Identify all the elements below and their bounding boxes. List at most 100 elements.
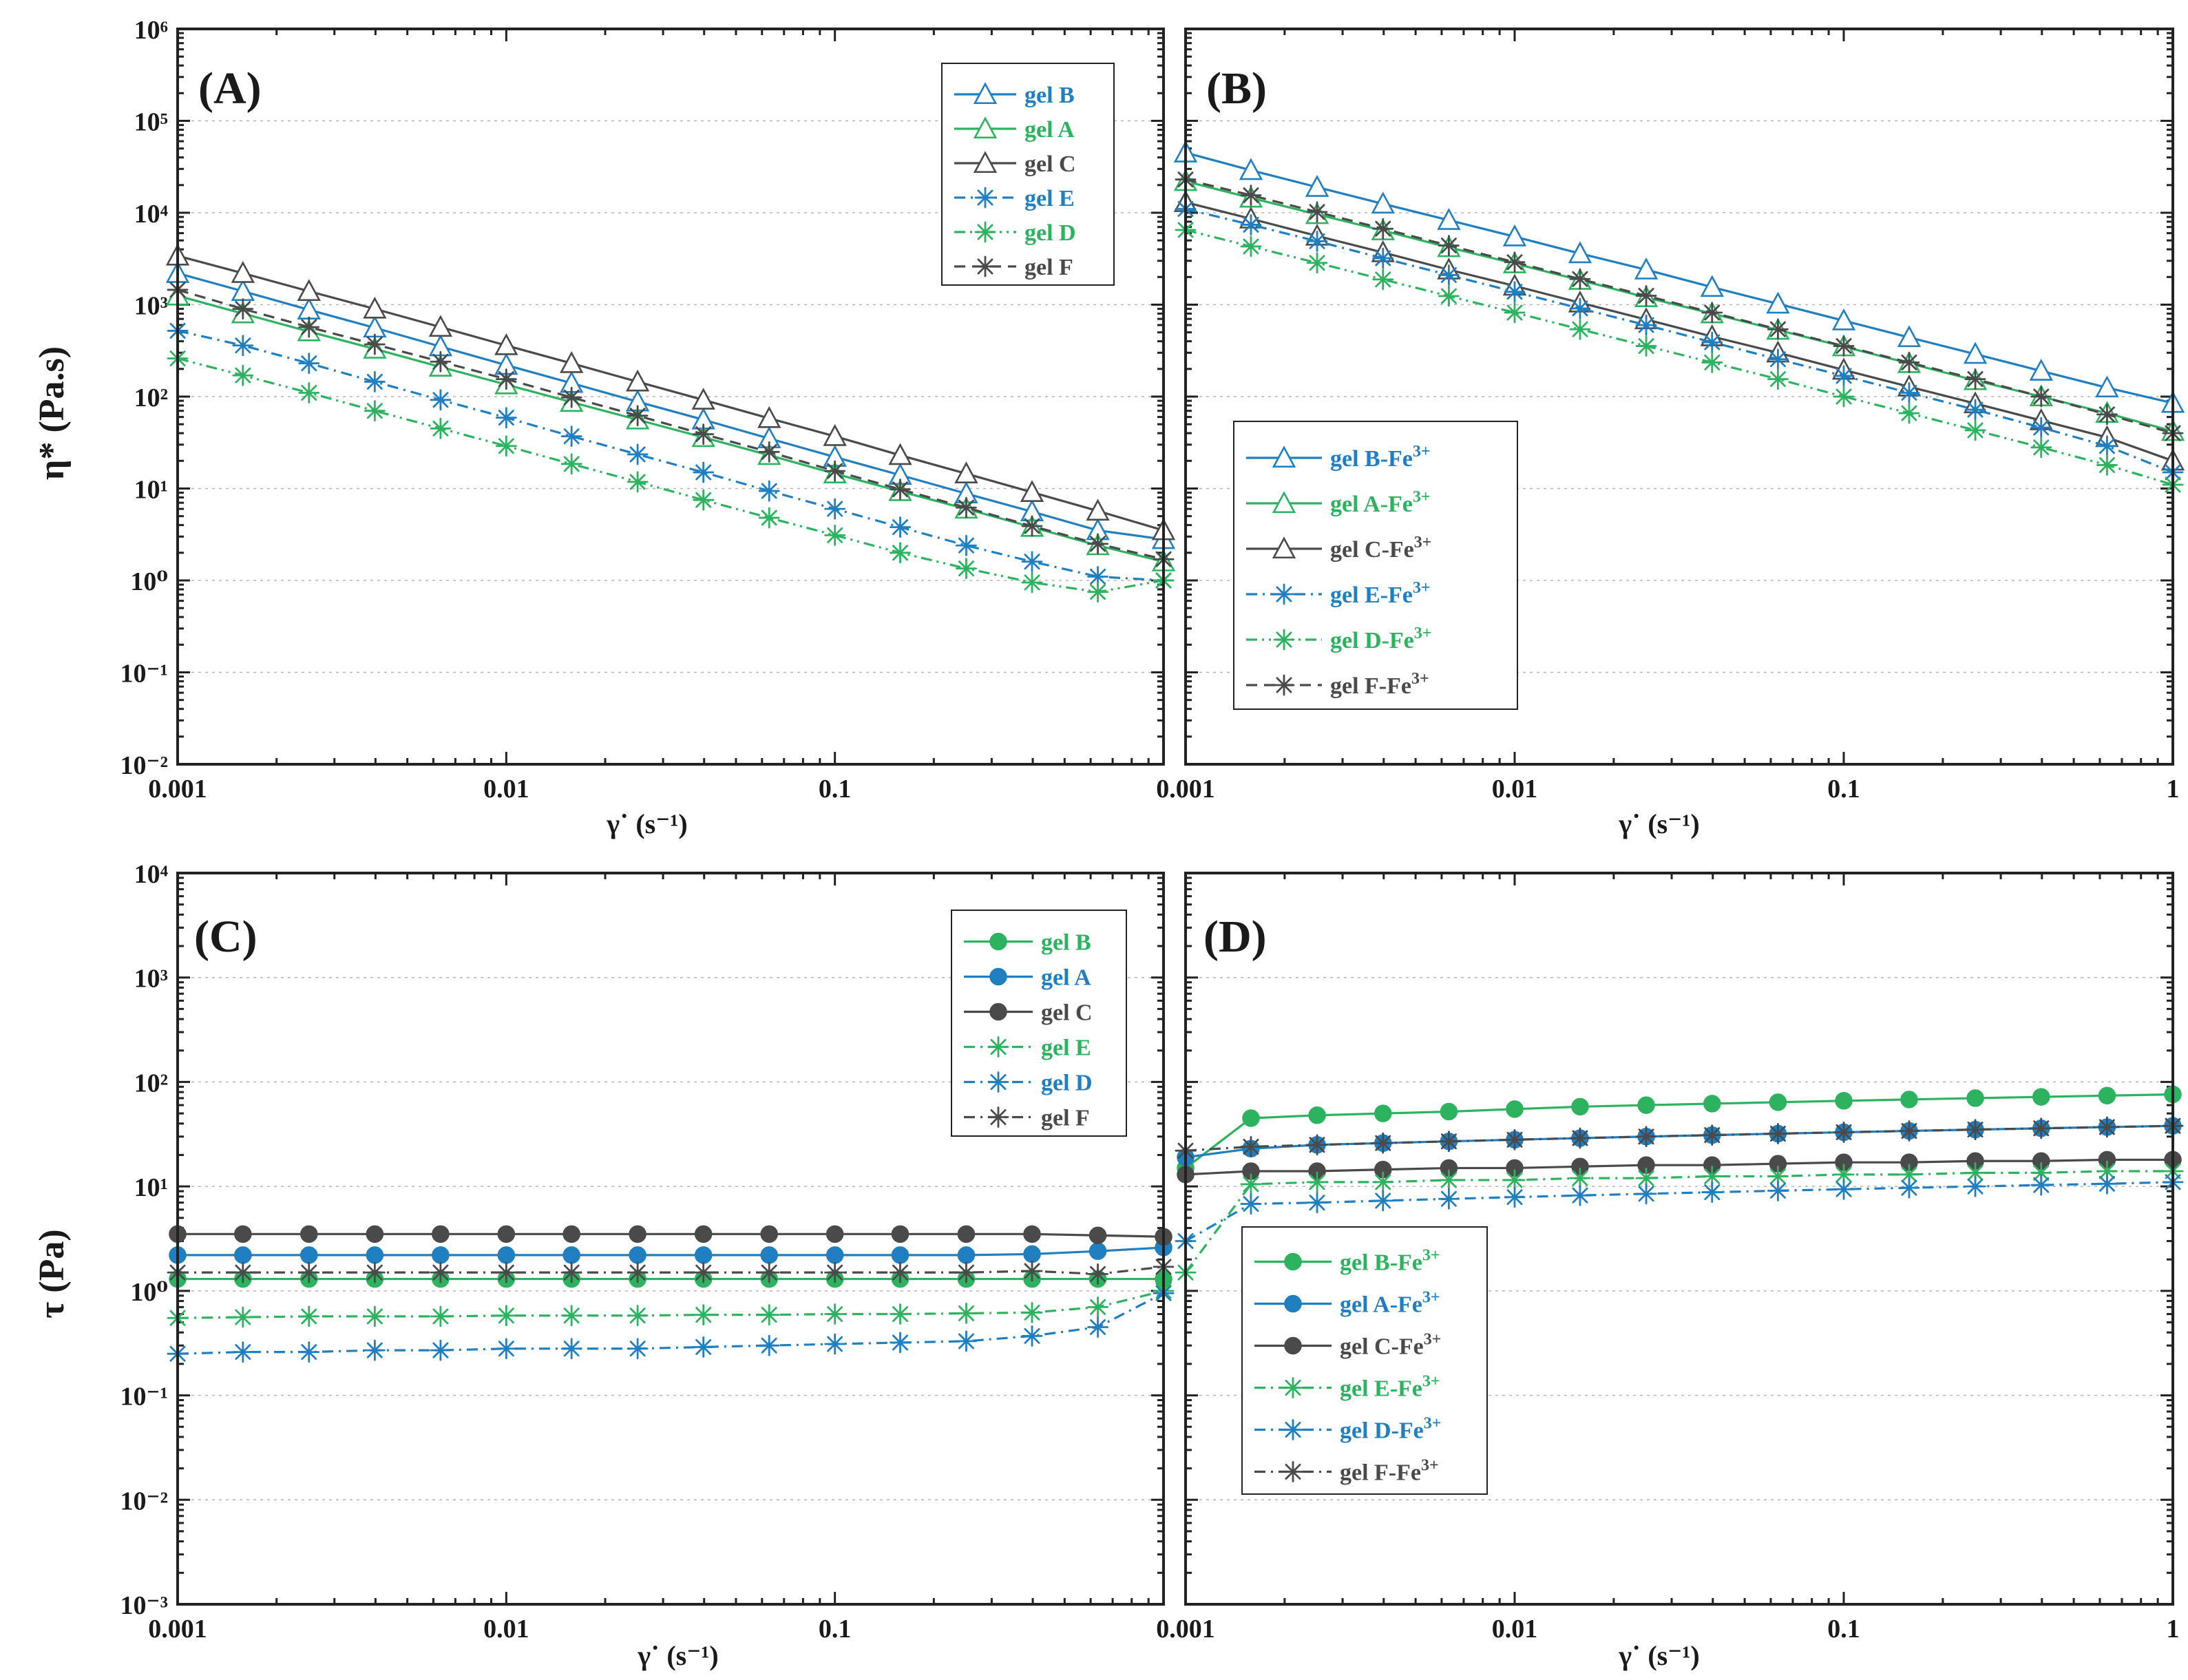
x-axis-title-b: γ˙ (s⁻¹) (1618, 808, 1699, 839)
data-point (1635, 1126, 1657, 1148)
series-gel-e (167, 320, 1175, 591)
x-tick-label: 0.01 (1492, 775, 1538, 804)
data-point (1372, 269, 1394, 291)
data-point (758, 1304, 780, 1326)
x-tick-label: 1 (2167, 775, 2180, 804)
plot-frame (176, 28, 1165, 766)
data-point (300, 1246, 318, 1264)
data-point (1308, 1106, 1326, 1124)
legend-marker (1284, 1252, 1302, 1271)
series-line (177, 288, 1164, 560)
data-point (1506, 1100, 1524, 1118)
data-point (495, 368, 517, 390)
data-point (824, 498, 846, 520)
data-point (1897, 325, 1922, 348)
data-point (2030, 386, 2052, 408)
data-point (1021, 515, 1043, 537)
data-point (1569, 268, 1591, 290)
data-point (560, 1261, 582, 1283)
data-point (1833, 365, 1855, 387)
data-point (890, 1303, 911, 1325)
x-axis-title-a: γ˙ (s⁻¹) (606, 808, 687, 839)
y-tick-label: 10⁵ (134, 108, 168, 137)
data-point (2030, 417, 2052, 439)
y-tick-label: 10¹ (134, 476, 168, 505)
data-point (1701, 1124, 1723, 1146)
legend-marker (1284, 1294, 1302, 1313)
data-point (428, 315, 453, 337)
data-point (1833, 1122, 1855, 1143)
data-point (1088, 1242, 1107, 1260)
y-tick-label: 10³ (134, 965, 168, 994)
y-tick-label: 10² (134, 384, 168, 412)
x-tick-label: 0.1 (819, 1615, 852, 1644)
series-line (1185, 1124, 2174, 1152)
legend-box (951, 910, 1127, 1137)
data-point (627, 1338, 649, 1360)
data-point (1440, 1102, 1458, 1121)
series-gel-c-fe3- (1177, 1151, 2182, 1184)
series-gel-b-fe3- (1173, 140, 2185, 413)
data-point (497, 1225, 516, 1243)
legend-marker (974, 187, 996, 209)
data-point (824, 525, 846, 546)
data-point (757, 406, 781, 428)
data-point (693, 1304, 715, 1326)
series-line (1185, 201, 2174, 462)
data-point (1240, 1136, 1262, 1157)
data-point (1635, 335, 1657, 357)
legend-marker (989, 967, 1007, 986)
data-point (1372, 247, 1394, 269)
legend-item: gel C (964, 1000, 1093, 1026)
series-line (1185, 151, 2174, 404)
data-point (1569, 1184, 1591, 1206)
data-point (1898, 1120, 1920, 1142)
data-point (560, 1305, 582, 1327)
data-point (956, 1261, 977, 1283)
data-point (1898, 352, 1920, 373)
data-point (1831, 308, 1856, 330)
data-point (1306, 1171, 1328, 1193)
data-point (495, 1338, 517, 1360)
legend-item: gel A-Fe3+ (1254, 1289, 1440, 1318)
data-point (430, 350, 452, 372)
data-point (1372, 1132, 1394, 1154)
data-point (430, 1339, 452, 1361)
data-point (824, 460, 846, 482)
data-point (693, 461, 715, 483)
data-point (1963, 342, 1988, 364)
data-point (1637, 1096, 1655, 1114)
data-point (627, 1261, 649, 1283)
data-point (1701, 302, 1723, 324)
data-point (694, 1225, 713, 1243)
data-point (432, 1225, 450, 1243)
data-point (1964, 399, 1986, 421)
data-point (1239, 158, 1263, 180)
legend-marker (973, 151, 998, 174)
data-point (231, 261, 255, 283)
data-point (1635, 314, 1657, 336)
data-point (1374, 1104, 1392, 1122)
legend-label: gel B (1024, 83, 1075, 108)
data-point (1767, 318, 1789, 340)
legend-marker (1273, 674, 1295, 696)
data-point (1833, 1178, 1855, 1200)
data-point (1021, 551, 1043, 573)
data-point (232, 335, 254, 357)
data-point (495, 435, 517, 457)
data-point (232, 298, 254, 320)
data-point (758, 1334, 780, 1356)
data-point (494, 333, 518, 355)
data-point (1898, 382, 1920, 403)
data-point (1023, 1225, 1041, 1243)
x-axis-title-d: γ˙ (s⁻¹) (1618, 1640, 1699, 1671)
data-point (1964, 368, 1986, 390)
data-point (1240, 1193, 1262, 1215)
legend-label: gel D (1024, 220, 1076, 246)
x-tick-label: 0.001 (1156, 775, 1215, 804)
legend-marker (1273, 583, 1295, 605)
data-point (825, 1246, 844, 1264)
data-point (2032, 1088, 2050, 1106)
